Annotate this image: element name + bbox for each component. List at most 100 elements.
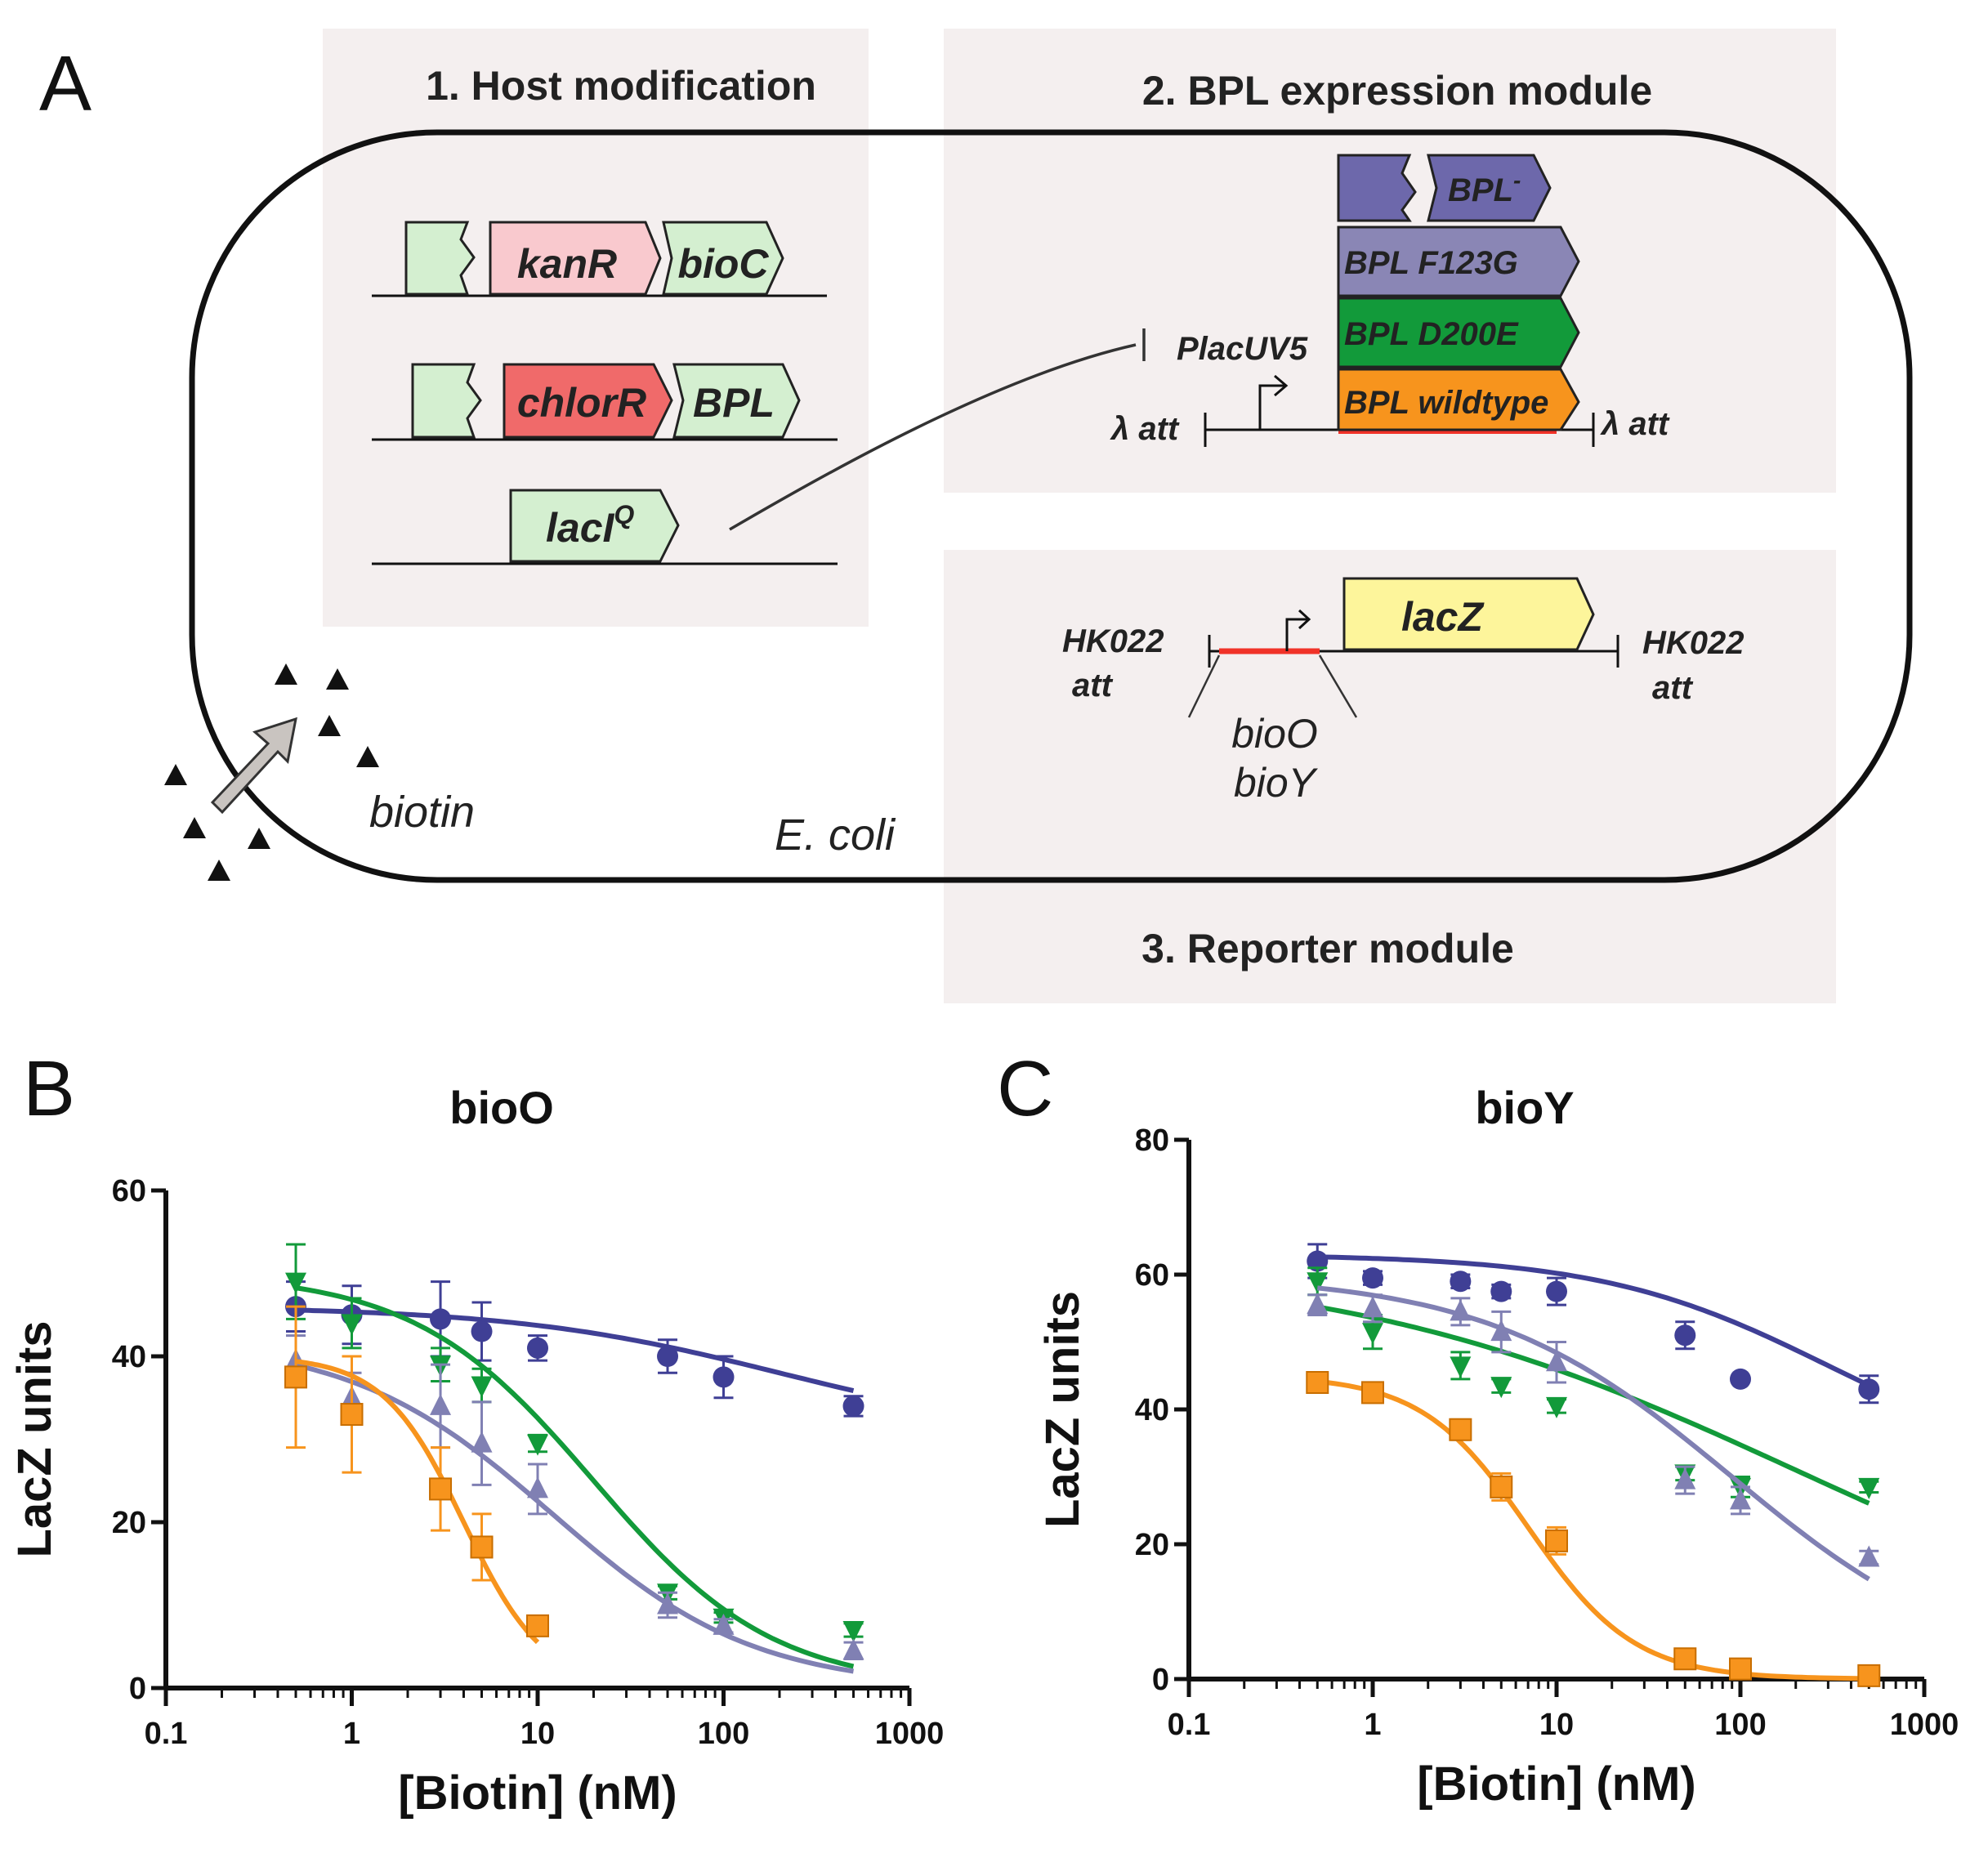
chart-title: bioY bbox=[1475, 1082, 1574, 1133]
series-bpl-wildtype bbox=[1306, 1371, 1881, 1687]
laciq-label: lacIQ bbox=[546, 500, 634, 551]
x-tick-label: 10 bbox=[1539, 1708, 1574, 1742]
biotin-triangle-icon bbox=[208, 860, 230, 881]
fit-curve bbox=[295, 1285, 855, 1669]
bpl-minus-fragment bbox=[1337, 154, 1417, 222]
data-point bbox=[340, 1403, 364, 1427]
data-point bbox=[1361, 1381, 1384, 1405]
data-point bbox=[842, 1638, 864, 1660]
data-point bbox=[470, 1535, 494, 1559]
biotin-triangle-icon bbox=[183, 817, 206, 838]
host-gene-row-2: chlorR BPL bbox=[372, 363, 838, 441]
data-point bbox=[471, 1320, 493, 1342]
kanr-label: kanR bbox=[517, 241, 617, 287]
biotin-triangle-icon bbox=[356, 746, 379, 767]
data-point bbox=[1858, 1378, 1880, 1400]
series-bpl-d200e bbox=[285, 1243, 864, 1669]
x-tick-label: 10 bbox=[520, 1717, 555, 1751]
data-point bbox=[1730, 1488, 1751, 1510]
reporter-construct: HK022 att HK022 att lacZ bioO bioY bbox=[1062, 577, 1745, 806]
x-tick-label: 0.1 bbox=[1168, 1708, 1211, 1742]
chlorr-label: chlorR bbox=[517, 380, 646, 426]
data-point bbox=[1449, 1418, 1472, 1441]
host-gene-fragment-2 bbox=[411, 363, 482, 439]
data-point bbox=[1858, 1545, 1880, 1567]
bio-zoom-line-left bbox=[1187, 654, 1221, 718]
host-gene-row-1: kanR bioC bbox=[372, 221, 827, 297]
bpl-minus-gene bbox=[1427, 154, 1552, 222]
fit-curve bbox=[1317, 1254, 1870, 1388]
host-gene-fragment-1 bbox=[404, 221, 476, 296]
data-point bbox=[1545, 1529, 1568, 1552]
data-point bbox=[471, 1431, 493, 1453]
data-point bbox=[1857, 1664, 1881, 1687]
fit-curve bbox=[295, 1359, 540, 1645]
data-point bbox=[1450, 1271, 1472, 1293]
x-tick-label: 100 bbox=[698, 1717, 749, 1751]
kanr-gene bbox=[489, 221, 662, 296]
laci-superscript: Q bbox=[614, 500, 634, 529]
bioo-label: bioO bbox=[1231, 711, 1318, 757]
y-tick-label: 0 bbox=[129, 1672, 146, 1706]
y-tick-label: 20 bbox=[112, 1506, 146, 1540]
fit-curve bbox=[295, 1362, 855, 1674]
data-point bbox=[1729, 1657, 1752, 1681]
data-point bbox=[1362, 1296, 1383, 1318]
promoter-arrow-icon bbox=[1258, 384, 1284, 430]
biotin-triangle-icon bbox=[164, 764, 187, 785]
hk022-left-label: HK022 bbox=[1062, 623, 1164, 659]
lambda-att-left: λ att bbox=[1110, 411, 1180, 447]
series-bpl-d200e bbox=[1307, 1266, 1880, 1506]
bpl-d200e-label: BPL D200E bbox=[1344, 316, 1519, 352]
data-point bbox=[1490, 1475, 1513, 1498]
fit-curve bbox=[1316, 1378, 1870, 1682]
host-gene-row-3: lacIQ bbox=[372, 489, 838, 565]
x-tick-label: 1000 bbox=[1890, 1708, 1959, 1742]
data-point bbox=[1673, 1647, 1697, 1671]
fit-curve bbox=[1316, 1285, 1870, 1582]
x-tick-label: 1000 bbox=[875, 1717, 945, 1751]
bpl-minus-sup: - bbox=[1513, 167, 1521, 193]
data-point bbox=[1490, 1377, 1512, 1399]
y-tick-label: 60 bbox=[1135, 1258, 1169, 1293]
data-point bbox=[1362, 1267, 1383, 1289]
bpl-d200e-gene bbox=[1337, 297, 1580, 368]
data-point bbox=[471, 1376, 493, 1398]
data-point bbox=[429, 1477, 453, 1501]
bpl-expression-construct: PlacUV5 λ att λ att BPL- BPL F123G BPL D… bbox=[1110, 154, 1670, 447]
data-point bbox=[284, 1365, 308, 1389]
data-point bbox=[713, 1613, 735, 1635]
data-point bbox=[1450, 1356, 1472, 1378]
y-tick-label: 80 bbox=[1135, 1123, 1169, 1158]
lacz-label: lacZ bbox=[1401, 594, 1485, 640]
x-axis-label: [Biotin] (nM) bbox=[1417, 1757, 1695, 1811]
y-tick-label: 20 bbox=[1135, 1528, 1169, 1562]
lambda-att-right: λ att bbox=[1600, 406, 1670, 442]
bioy-label: bioY bbox=[1234, 760, 1319, 806]
hk022-right-att: att bbox=[1652, 670, 1694, 706]
bpl-host-label: BPL bbox=[693, 380, 775, 426]
lacI-repression-line bbox=[729, 343, 1137, 531]
biotin-triangle-icon bbox=[248, 828, 270, 849]
data-point bbox=[1674, 1324, 1696, 1347]
ecoli-label: E. coli bbox=[775, 811, 896, 860]
data-point bbox=[1490, 1280, 1512, 1302]
panel-letter-b: B bbox=[23, 1045, 75, 1132]
chart-title: bioO bbox=[449, 1082, 554, 1133]
biotin-particles bbox=[164, 663, 379, 881]
y-axis-label: LacZ units bbox=[1036, 1291, 1089, 1528]
reporter-promoter-arrow-icon bbox=[1285, 618, 1307, 651]
data-point bbox=[842, 1620, 864, 1642]
bpl-minus-label: BPL- bbox=[1448, 167, 1521, 208]
data-point bbox=[657, 1592, 679, 1615]
data-point bbox=[527, 1476, 548, 1498]
bpl-wildtype-gene bbox=[1337, 368, 1580, 431]
chart-bioo: bioO 0 20 40 60 0.1 1 10 100 1000 [Biotin] (nM) Lac… bbox=[8, 1082, 944, 1820]
data-point bbox=[1362, 1323, 1383, 1345]
placuv5-label: PlacUV5 bbox=[1177, 331, 1308, 367]
panel-letter-a: A bbox=[39, 40, 92, 127]
y-tick-label: 40 bbox=[112, 1340, 146, 1374]
bio-zoom-line-right bbox=[1318, 654, 1358, 718]
x-tick-label: 1 bbox=[343, 1717, 360, 1751]
